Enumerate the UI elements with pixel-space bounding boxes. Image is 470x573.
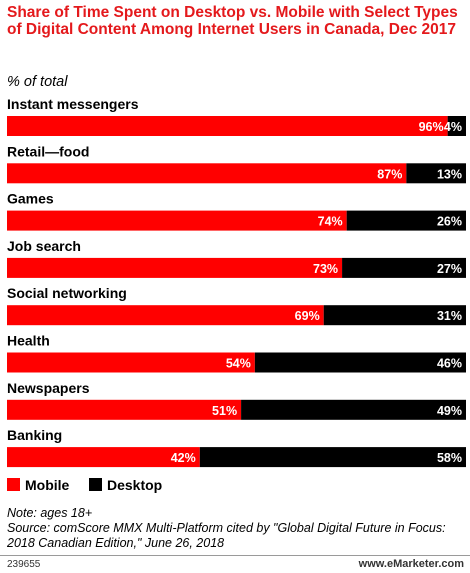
legend-label-desktop: Desktop: [107, 477, 163, 493]
value-label-mobile-games: 74%: [318, 215, 343, 229]
chart-id: 239655: [7, 559, 41, 570]
value-label-mobile-instant-messengers: 96%: [419, 120, 444, 134]
bar-desktop-job-search: [342, 257, 466, 278]
category-label-instant-messengers: Instant messengers: [7, 96, 139, 112]
bar-desktop-newspapers: [241, 399, 466, 420]
value-label-desktop-retail-food: 13%: [437, 167, 462, 181]
bar-desktop-banking: [199, 447, 466, 468]
category-label-banking: Banking: [7, 427, 62, 443]
value-label-desktop-health: 46%: [437, 357, 462, 371]
category-label-job-search: Job search: [7, 238, 81, 254]
legend-swatch-mobile: [7, 478, 20, 491]
value-label-mobile-health: 54%: [226, 357, 251, 371]
bar-mobile-newspapers: [7, 399, 242, 420]
value-label-mobile-social-networking: 69%: [295, 309, 320, 323]
chart-subtitle: % of total: [7, 74, 68, 90]
notes: Note: ages 18+ Source: comScore MMX Mult…: [7, 506, 467, 551]
bar-mobile-banking: [7, 447, 200, 468]
bar-desktop-instant-messengers: [447, 116, 466, 136]
legend-label-mobile: Mobile: [25, 477, 70, 493]
category-label-health: Health: [7, 333, 50, 349]
note-text: Note: ages 18+: [7, 506, 93, 520]
category-label-newspapers: Newspapers: [7, 380, 90, 396]
value-label-mobile-banking: 42%: [171, 451, 196, 465]
brand-url: www.eMarketer.com: [358, 558, 464, 570]
value-label-desktop-newspapers: 49%: [437, 404, 462, 418]
source-text: Source: comScore MMX Multi-Platform cite…: [7, 521, 446, 550]
bar-desktop-social-networking: [323, 305, 466, 326]
bar-mobile-retail-food: [7, 163, 407, 184]
category-label-social-networking: Social networking: [7, 285, 127, 301]
bar-desktop-health: [254, 352, 466, 373]
stacked-bar-chart: Instant messengers 96% 4% Retail—food 87% 13%…: [7, 96, 466, 468]
bar-desktop-retail-food: [406, 163, 466, 184]
chart-title: Share of Time Spent on Desktop vs. Mobil…: [7, 4, 458, 38]
legend-item-mobile: Mobile: [7, 477, 69, 493]
bar-mobile-job-search: [7, 257, 343, 278]
value-label-desktop-banking: 58%: [437, 451, 462, 465]
legend-swatch-desktop: [89, 478, 102, 491]
bar-mobile-instant-messengers: [7, 116, 448, 136]
value-label-mobile-newspapers: 51%: [212, 404, 237, 418]
value-label-desktop-social-networking: 31%: [437, 309, 462, 323]
bar-mobile-health: [7, 352, 255, 373]
value-label-desktop-instant-messengers: 4%: [444, 120, 462, 134]
value-label-desktop-job-search: 27%: [437, 262, 462, 276]
bar-mobile-social-networking: [7, 305, 324, 326]
category-label-retail-food: Retail—food: [7, 143, 89, 159]
value-label-mobile-retail-food: 87%: [377, 167, 402, 181]
bar-desktop-games: [346, 210, 466, 231]
footer-divider: [0, 555, 470, 556]
legend-item-desktop: Desktop: [89, 477, 162, 493]
value-label-desktop-games: 26%: [437, 215, 462, 229]
category-label-games: Games: [7, 191, 54, 207]
bar-mobile-games: [7, 210, 347, 231]
value-label-mobile-job-search: 73%: [313, 262, 338, 276]
